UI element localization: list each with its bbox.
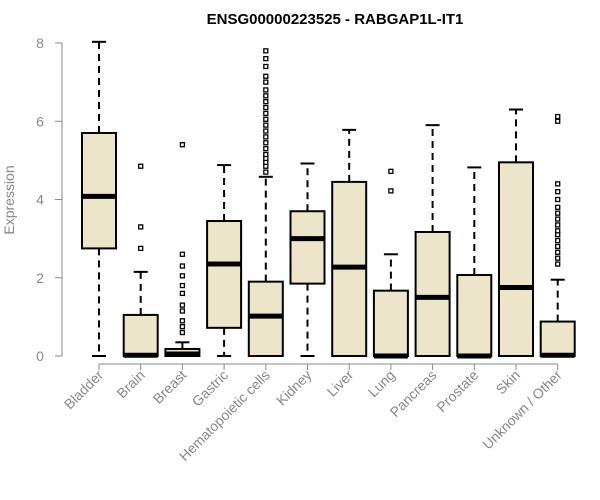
box-unknown-other — [539, 113, 576, 358]
outlier-point — [138, 245, 144, 252]
iqr-box — [122, 313, 159, 358]
outlier-point — [555, 118, 561, 124]
outlier-point — [263, 116, 269, 122]
outlier-point — [263, 104, 269, 111]
box-prostate — [456, 166, 493, 359]
y-tick-label: 4 — [36, 192, 44, 208]
category-label: Lung — [365, 367, 398, 400]
y-tick-label: 0 — [36, 348, 44, 364]
category-label: Kidney — [273, 367, 315, 409]
outlier-point — [388, 188, 394, 194]
boxes-group — [81, 40, 576, 359]
box-kidney — [289, 162, 326, 357]
y-tick-label: 8 — [36, 35, 44, 51]
outlier-point — [263, 140, 269, 146]
outlier-point — [263, 87, 269, 93]
outlier-point — [263, 99, 269, 105]
outlier-point — [179, 273, 186, 279]
outlier-point — [555, 249, 561, 255]
outlier-point — [555, 204, 561, 210]
iqr-box — [539, 320, 576, 358]
outlier-point — [179, 282, 186, 289]
box-brain — [122, 163, 159, 358]
outlier-point — [179, 263, 186, 269]
category-label: Brain — [113, 367, 147, 401]
outlier-point — [263, 48, 269, 54]
outlier-point — [263, 151, 269, 158]
iqr-box — [206, 220, 243, 329]
box-gastric — [206, 164, 243, 357]
box-hematopoietic-cells — [247, 48, 284, 358]
y-axis-label: Expression — [1, 165, 17, 234]
iqr-box — [289, 210, 326, 285]
outlier-point — [263, 128, 269, 134]
outlier-point — [555, 216, 561, 222]
iqr-box — [498, 161, 534, 357]
y-tick-label: 2 — [36, 270, 44, 286]
y-tick-label: 6 — [36, 113, 44, 129]
box-lung — [372, 168, 409, 359]
outlier-point — [263, 93, 269, 99]
outlier-point — [555, 210, 561, 216]
outlier-point — [555, 113, 561, 120]
box-breast — [164, 142, 201, 357]
outlier-point — [179, 302, 186, 308]
box-skin — [498, 108, 534, 357]
iqr-box — [81, 131, 117, 250]
outlier-point — [263, 63, 269, 70]
iqr-box — [247, 280, 284, 358]
outlier-point — [179, 329, 186, 336]
iqr-box — [414, 230, 451, 358]
iqr-box — [372, 289, 409, 358]
outlier-point — [555, 243, 561, 250]
outlier-point — [263, 56, 269, 62]
outlier-point — [179, 251, 186, 257]
category-label: Prostate — [433, 367, 481, 415]
outlier-point — [179, 324, 186, 330]
outlier-point — [555, 261, 561, 267]
outlier-point — [263, 110, 269, 117]
box-pancreas — [414, 124, 451, 358]
outlier-point — [555, 222, 561, 228]
category-label: Liver — [324, 367, 357, 400]
outlier-point — [263, 169, 269, 175]
box-liver — [331, 128, 368, 357]
outlier-point — [263, 122, 269, 128]
category-label: Unknown / Other — [479, 367, 565, 453]
outlier-point — [555, 237, 561, 244]
outlier-point — [263, 145, 269, 152]
outlier-point — [179, 308, 186, 314]
outlier-point — [555, 196, 561, 203]
outlier-point — [555, 255, 561, 261]
outlier-point — [138, 163, 144, 169]
category-label: Skin — [493, 367, 524, 398]
outlier-point — [263, 73, 269, 79]
category-label: Breast — [150, 367, 190, 407]
outlier-point — [179, 142, 186, 148]
box-bladder — [81, 40, 117, 357]
outlier-point — [179, 318, 186, 324]
chart-title: ENSG00000223525 - RABGAP1L-IT1 — [207, 11, 464, 28]
outlier-point — [263, 79, 269, 85]
outlier-point — [388, 168, 394, 174]
outlier-point — [138, 224, 144, 230]
outlier-point — [179, 290, 186, 297]
outlier-point — [263, 134, 269, 140]
category-label: Bladder — [61, 367, 107, 413]
outlier-point — [555, 181, 561, 187]
outlier-point — [555, 228, 561, 234]
iqr-box — [456, 274, 493, 358]
y-axis: 0 2 4 6 8 — [36, 35, 63, 364]
outlier-point — [555, 189, 561, 195]
